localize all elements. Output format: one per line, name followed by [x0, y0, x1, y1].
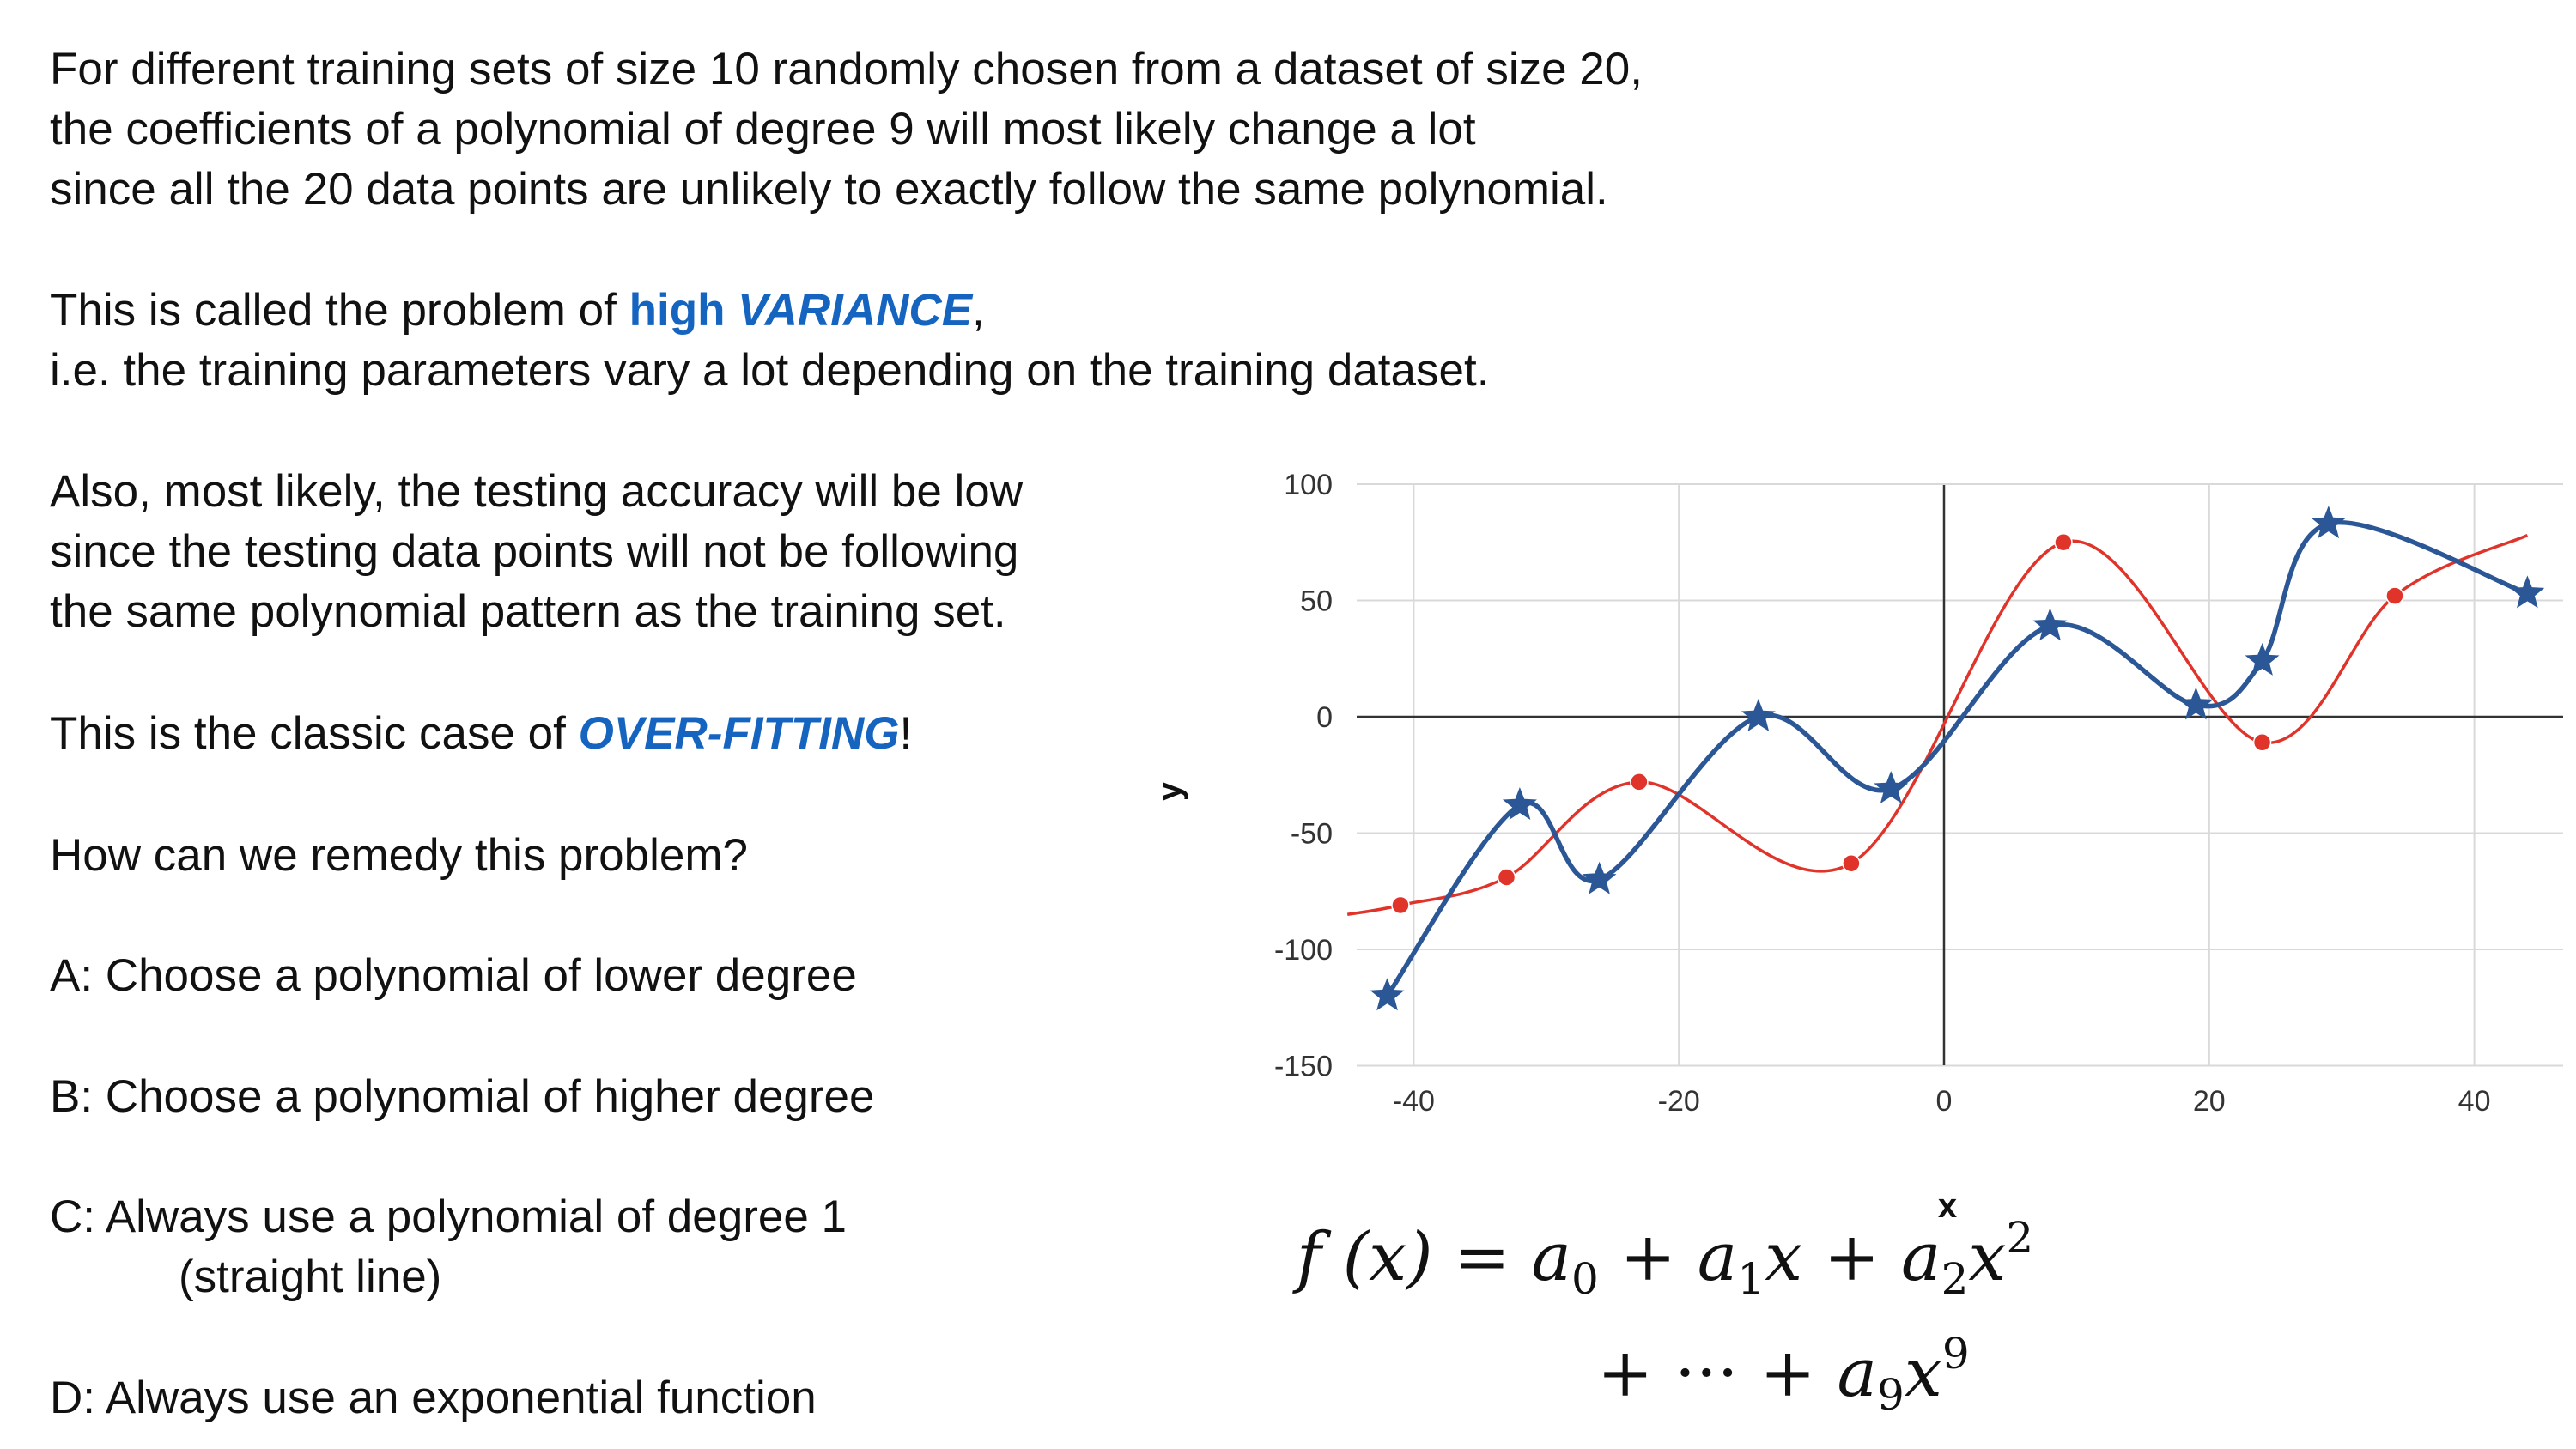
training-point-star [2032, 608, 2068, 641]
x-tick-label: 20 [2193, 1085, 2226, 1118]
test-point [1391, 895, 1410, 915]
polynomial-formula-line1: f (x) = a0 + a1x + a2x2 [1297, 1216, 2033, 1300]
formula-a9: a [1837, 1335, 1877, 1412]
grid-lines [1357, 483, 2563, 1067]
formula-a2: a [1901, 1219, 1941, 1296]
also-paragraph: Also, most likely, the testing accuracy … [50, 462, 1023, 642]
zero-axes [1357, 485, 2563, 1065]
formula-sup2: 2 [2006, 1213, 2034, 1263]
intro-paragraph: For different training sets of size 10 r… [50, 39, 1643, 220]
fitted-curves [1346, 519, 2529, 997]
x-axis-label: x [1938, 1187, 1957, 1225]
variance-explanation: i.e. the training parameters vary a lot … [50, 345, 1490, 396]
training-point-star [1874, 771, 1909, 803]
test-point [2054, 533, 2073, 552]
test-point [1630, 773, 1649, 791]
training-point-star [2245, 643, 2280, 676]
test-point [2252, 733, 2272, 752]
y-tick-label: -50 [1291, 818, 1333, 851]
question-text: How can we remedy this problem? [50, 830, 749, 881]
x-tick-label: 40 [2458, 1085, 2491, 1118]
overfit-prefix: This is the classic case of [50, 708, 579, 759]
option-c: C: Always use a polynomial of degree 1 [50, 1191, 848, 1242]
overfit-keyword: OVER-FITTING [578, 708, 900, 759]
intro-line-3: since all the 20 data points are unlikel… [50, 164, 1608, 215]
y-tick-label: -100 [1274, 934, 1333, 967]
training-point-star [1582, 861, 1617, 894]
test-point [1497, 868, 1516, 887]
formula-dots: + ··· + [1597, 1335, 1816, 1412]
x-tick-label: -40 [1393, 1085, 1435, 1118]
formula-f: f [1297, 1219, 1321, 1296]
formula-plus-2: + [1823, 1219, 1880, 1296]
intro-line-2: the coefficients of a polynomial of degr… [50, 104, 1476, 155]
option-d: D: Always use an exponential function [50, 1373, 817, 1423]
variance-high: high [629, 285, 738, 336]
intro-line-1: For different training sets of size 10 r… [50, 44, 1643, 94]
y-tick-label: 100 [1284, 469, 1333, 501]
also-line-1: Also, most likely, the testing accuracy … [50, 466, 1024, 517]
also-line-3: the same polynomial pattern as the train… [50, 586, 1006, 637]
variance-paragraph: This is called the problem of high VARIA… [50, 281, 1489, 401]
formula-sub0: 0 [1571, 1254, 1599, 1304]
formula-sub9: 9 [1877, 1370, 1905, 1420]
formula-sup9: 9 [1941, 1329, 1970, 1379]
red-test-curve [1346, 534, 2529, 917]
formula-x1: x [1765, 1219, 1803, 1296]
y-axis-label: y [1151, 781, 1188, 801]
tick-labels: 100 50 0 -50 -100 -150 -40 -20 0 20 40 [1274, 469, 2491, 1118]
option-b: B: Choose a polynomial of higher degree [50, 1071, 875, 1122]
formula-a1: a [1697, 1219, 1738, 1296]
training-point-star [2510, 575, 2545, 609]
test-point [2385, 586, 2404, 605]
training-point-star [1502, 787, 1537, 820]
training-point-star [2178, 687, 2214, 720]
blue-fit-curve [1385, 519, 2529, 997]
formula-a0: a [1531, 1219, 1571, 1296]
variance-comma: , [972, 285, 985, 336]
y-tick-label: 50 [1300, 585, 1333, 618]
training-point-star [2311, 506, 2346, 539]
y-tick-label: -150 [1274, 1051, 1333, 1083]
formula-equals: = [1454, 1219, 1510, 1296]
test-point [1842, 853, 1861, 873]
training-point-star [1741, 699, 1776, 731]
variance-keyword: VARIANCE [738, 285, 973, 336]
overfit-suffix: ! [899, 708, 913, 759]
formula-x9: x [1904, 1335, 1942, 1412]
x-tick-label: 0 [1936, 1085, 1953, 1118]
overfit-line: This is the classic case of OVER-FITTING… [50, 704, 912, 764]
formula-sub2: 2 [1941, 1254, 1969, 1304]
variance-prefix: This is called the problem of [50, 285, 629, 336]
data-markers [1370, 506, 2545, 1011]
option-a: A: Choose a polynomial of lower degree [50, 950, 857, 1001]
option-c-note: (straight line) [179, 1252, 442, 1302]
y-tick-label: 0 [1316, 701, 1333, 734]
formula-plus-1: + [1619, 1219, 1676, 1296]
polynomial-formula-line2: + ··· + a9x9 [1597, 1332, 1970, 1416]
formula-sub1: 1 [1737, 1254, 1765, 1304]
also-line-2: since the testing data points will not b… [50, 526, 1019, 577]
training-point-star [1370, 978, 1405, 1011]
formula-x2: x [1968, 1219, 2007, 1296]
x-tick-label: -20 [1658, 1085, 1700, 1118]
formula-arg: (x) [1342, 1219, 1433, 1296]
variance-line: This is called the problem of high VARIA… [50, 281, 1489, 341]
